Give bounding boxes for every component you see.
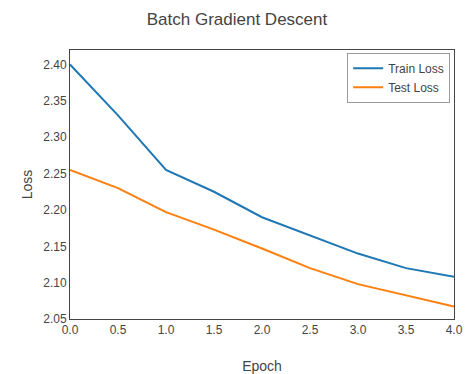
svg-text:2.40: 2.40 [43,58,67,72]
svg-text:2.05: 2.05 [43,312,67,326]
svg-text:3.5: 3.5 [398,323,415,337]
svg-text:4.0: 4.0 [446,323,463,337]
svg-text:2.35: 2.35 [43,94,67,108]
svg-text:Batch Gradient Descent: Batch Gradient Descent [147,10,328,29]
svg-text:3.0: 3.0 [350,323,367,337]
svg-text:0.0: 0.0 [62,323,79,337]
svg-text:2.30: 2.30 [43,130,67,144]
svg-text:Epoch: Epoch [242,358,282,374]
svg-text:2.15: 2.15 [43,240,67,254]
svg-text:2.5: 2.5 [302,323,319,337]
svg-text:Loss: Loss [19,170,35,200]
svg-text:2.25: 2.25 [43,167,67,181]
svg-text:2.0: 2.0 [254,323,271,337]
svg-text:Test Loss: Test Loss [388,81,439,95]
svg-text:0.5: 0.5 [110,323,127,337]
svg-text:Train Loss: Train Loss [388,62,444,76]
svg-text:2.10: 2.10 [43,276,67,290]
svg-text:1.0: 1.0 [158,323,175,337]
svg-text:1.5: 1.5 [206,323,223,337]
svg-text:2.20: 2.20 [43,203,67,217]
